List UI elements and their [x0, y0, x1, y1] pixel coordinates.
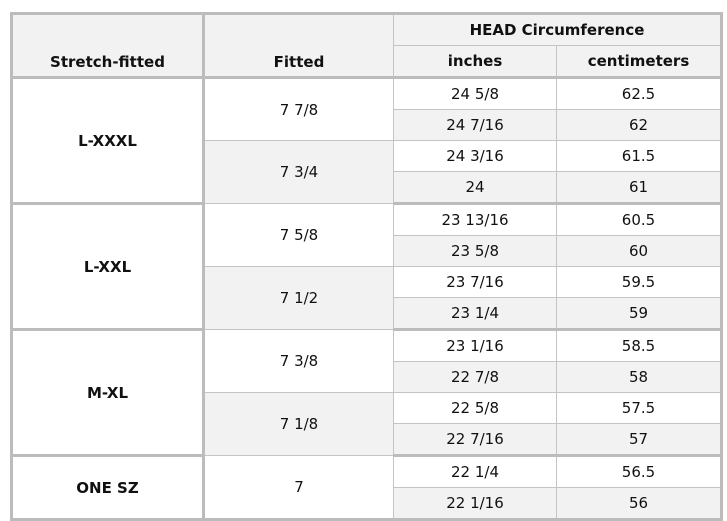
- table-row: 22 1/16 56: [12, 487, 722, 521]
- header-stretch-fitted: Stretch-fitted: [11, 13, 205, 79]
- head-size-table: Stretch-fitted Fitted HEAD Circumference…: [10, 12, 723, 521]
- centimeters-cell: 56.5: [556, 455, 722, 488]
- inches-cell: 23 1/16: [393, 329, 557, 362]
- stretch-fitted-size: L-XXL: [11, 203, 205, 331]
- inches-cell: 23 1/4: [393, 297, 557, 331]
- inches-cell: 22 7/8: [393, 361, 557, 393]
- table-row: 7 1/2 23 7/16 59.5: [12, 266, 722, 330]
- fitted-size: 7 5/8: [203, 203, 394, 267]
- table-row: L-XXL 7 5/8 23 13/16 60.5: [11, 203, 722, 331]
- centimeters-cell: 60: [556, 235, 722, 267]
- fitted-size: 7 1/8: [203, 392, 394, 456]
- centimeters-cell: 61: [556, 171, 722, 205]
- centimeters-cell: 62: [556, 109, 722, 141]
- table-row: 22 7/8 58: [12, 361, 722, 393]
- fitted-size: 7 3/8: [203, 329, 394, 393]
- inches-cell: 24 3/16: [393, 140, 557, 172]
- fitted-size: 7 3/4: [203, 140, 394, 204]
- fitted-size: 7 1/2: [203, 266, 394, 330]
- table-row: 24 61: [12, 171, 722, 205]
- header-fitted: Fitted: [203, 13, 394, 79]
- inches-cell: 23 7/16: [393, 266, 557, 298]
- centimeters-cell: 57.5: [556, 392, 722, 424]
- inches-cell: 24 7/16: [393, 109, 557, 141]
- inches-cell: 22 5/8: [393, 392, 557, 424]
- fitted-size: 7 7/8: [203, 77, 394, 141]
- fitted-size: 7: [203, 455, 394, 520]
- header-inches: inches: [393, 45, 557, 79]
- centimeters-cell: 61.5: [556, 140, 722, 172]
- stretch-fitted-size: ONE SZ: [11, 455, 205, 521]
- centimeters-cell: 58.5: [556, 329, 722, 362]
- table-row: 23 1/4 59: [12, 297, 722, 331]
- centimeters-cell: 56: [556, 487, 722, 521]
- inches-cell: 24: [393, 171, 557, 205]
- centimeters-cell: 60.5: [556, 203, 722, 236]
- centimeters-cell: 59: [556, 297, 722, 331]
- inches-cell: 24 5/8: [393, 77, 557, 110]
- table-row: M-XL 7 3/8 23 1/16 58.5: [11, 329, 722, 457]
- header-centimeters: centimeters: [556, 45, 722, 79]
- header-head-circumference: HEAD Circumference: [393, 13, 722, 46]
- table-row: 22 7/16 57: [12, 423, 722, 457]
- stretch-fitted-size: L-XXXL: [11, 77, 205, 205]
- centimeters-cell: 62.5: [556, 77, 722, 110]
- table-row: L-XXXL 7 7/8 24 5/8 62.5: [11, 77, 722, 205]
- inches-cell: 22 1/4: [393, 455, 557, 488]
- table-row: 24 7/16 62: [12, 109, 722, 141]
- inches-cell: 23 13/16: [393, 203, 557, 236]
- table-row: ONE SZ 7 22 1/4 56.5: [11, 455, 722, 521]
- stretch-fitted-size: M-XL: [11, 329, 205, 457]
- table-row: 23 5/8 60: [12, 235, 722, 267]
- centimeters-cell: 58: [556, 361, 722, 393]
- inches-cell: 22 7/16: [393, 423, 557, 457]
- table-row: 7 3/4 24 3/16 61.5: [12, 140, 722, 204]
- table-body: L-XXXL 7 7/8 24 5/8 62.5 24 7/16 62 7 3/4 24 3/…: [11, 77, 722, 521]
- inches-cell: 23 5/8: [393, 235, 557, 267]
- centimeters-cell: 59.5: [556, 266, 722, 298]
- centimeters-cell: 57: [556, 423, 722, 457]
- inches-cell: 22 1/16: [393, 487, 557, 521]
